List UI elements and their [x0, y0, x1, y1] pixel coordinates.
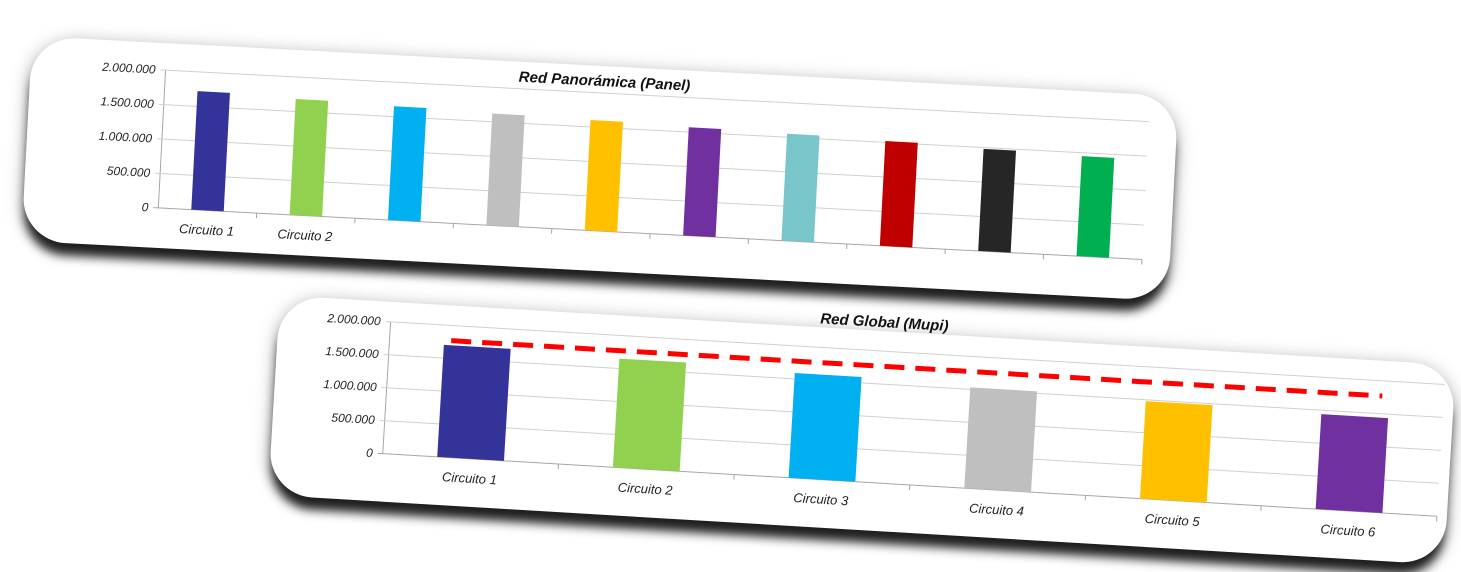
x-category-label: Circuito 6 [1320, 521, 1376, 539]
bar-9 [978, 148, 1017, 253]
bar-3 [388, 106, 427, 222]
bar-4 [964, 387, 1038, 493]
panel-chart-card: Red Panorámica (Panel) 0 500.000 1.000.000… [21, 36, 1179, 301]
y-tick-label: 1.000.000 [98, 129, 152, 146]
panel-chart: Red Panorámica (Panel) 0 500.000 1.000.000… [98, 60, 1150, 265]
gridline [383, 353, 1443, 418]
y-tick-label: 2.000.000 [101, 60, 156, 77]
x-category-label: Circuito 1 [179, 221, 235, 239]
y-tick-label: 1.500.000 [325, 344, 379, 361]
reference-dashed-line [451, 338, 1383, 399]
x-category-label: Circuito 3 [793, 490, 849, 508]
bar-10 [1076, 156, 1115, 258]
y-tick-label: 500.000 [331, 411, 375, 428]
bar-6 [1315, 414, 1389, 514]
bar-5 [584, 120, 623, 232]
x-category-label: Circuito 2 [617, 480, 673, 498]
y-tick-label: 1.000.000 [323, 377, 377, 394]
bar-1 [191, 91, 230, 212]
bar-7 [781, 133, 820, 243]
bar-3 [788, 372, 862, 482]
x-axis-mupi: Circuito 1 Circuito 2 Circuito 3 Circuito 4… [442, 469, 1377, 539]
chart-title-panel: Red Panorámica (Panel) [518, 69, 690, 95]
gridline [379, 419, 1439, 484]
bar-4 [486, 113, 525, 227]
bars-mupi [437, 344, 1389, 514]
gridline [385, 321, 1445, 385]
gridline [160, 69, 1150, 123]
y-tick-label: 1.500.000 [100, 94, 154, 111]
bar-2 [612, 358, 687, 472]
x-category-label: Circuito 2 [277, 226, 333, 244]
grid-mupi [377, 321, 1445, 522]
bar-8 [879, 141, 918, 248]
gridline [381, 386, 1441, 451]
y-tick-label: 500.000 [106, 164, 150, 180]
bar-1 [437, 344, 511, 461]
reference-line-mupi [451, 338, 1383, 399]
y-axis-panel: 0 500.000 1.000.000 1.500.000 2.000.000 [98, 60, 156, 215]
x-category-label: Circuito 4 [969, 501, 1025, 519]
y-tick-label: 2.000.000 [326, 311, 381, 328]
x-category-label: Circuito 1 [442, 469, 498, 487]
x-axis-panel: Circuito 1 Circuito 2 [179, 221, 334, 244]
x-category-label: Circuito 5 [1144, 511, 1200, 529]
gridline [377, 452, 1437, 517]
bar-2 [289, 99, 329, 217]
mupi-chart-card: Red Global (Mupi) 0 500.000 1.000.000 1.500… [268, 295, 1456, 565]
bar-6 [683, 127, 722, 238]
mupi-chart: Red Global (Mupi) 0 500.000 1.000.000 1.500… [323, 310, 1445, 540]
y-axis-mupi: 0 500.000 1.000.000 1.500.000 2.000.000 [323, 311, 381, 460]
y-tick-label: 0 [366, 446, 374, 460]
chart-title-mupi: Red Global (Mupi) [820, 310, 949, 335]
y-tick-label: 0 [141, 200, 149, 214]
bars-panel [191, 91, 1115, 258]
bar-5 [1139, 401, 1213, 503]
